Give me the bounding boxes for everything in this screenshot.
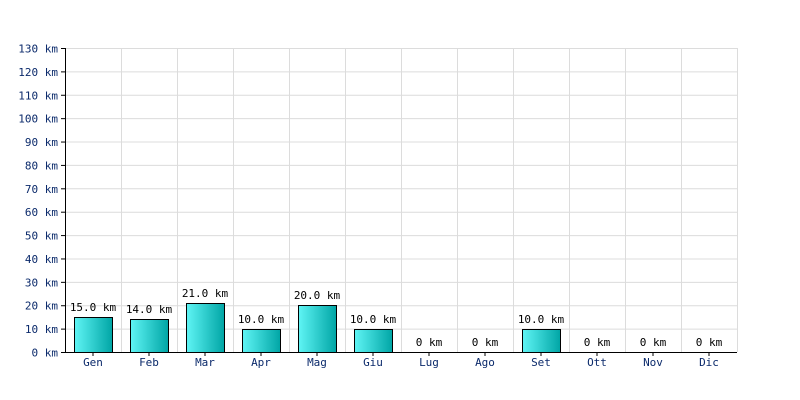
data-label-mag: 20.0 km	[294, 289, 341, 302]
y-tick-label: 30 km	[25, 276, 58, 289]
data-label-feb: 14.0 km	[126, 303, 173, 316]
y-tick-label: 50 km	[25, 230, 58, 243]
data-label-nov: 0 km	[640, 336, 667, 349]
data-label-ott: 0 km	[584, 336, 611, 349]
x-tick-label: Gen	[83, 356, 103, 369]
data-label-dic: 0 km	[696, 336, 723, 349]
bars	[74, 303, 561, 353]
y-tick-label: 90 km	[25, 136, 58, 149]
y-tick-label: 130 km	[18, 43, 58, 56]
data-label-set: 10.0 km	[518, 313, 565, 326]
y-tick-label: 70 km	[25, 183, 58, 196]
y-tick-label: 0 km	[32, 347, 59, 360]
bar-mag	[298, 305, 337, 353]
y-tick-label: 100 km	[18, 113, 58, 126]
x-tick-label: Mar	[195, 356, 215, 369]
bar-gen	[74, 317, 113, 353]
data-label-ago: 0 km	[472, 336, 499, 349]
y-tick-label: 40 km	[25, 253, 58, 266]
y-tick-label: 20 km	[25, 300, 58, 313]
x-tick-label: Nov	[643, 356, 663, 369]
x-tick-label: Mag	[307, 356, 327, 369]
x-tick-label: Dic	[699, 356, 719, 369]
axes	[61, 48, 737, 356]
y-tick-label: 80 km	[25, 159, 58, 172]
bar-apr	[242, 329, 281, 353]
x-tick-label: Giu	[363, 356, 383, 369]
bar-set	[522, 329, 561, 353]
y-tick-label: 10 km	[25, 323, 58, 336]
y-tick-label: 60 km	[25, 206, 58, 219]
x-tick-label: Ott	[587, 356, 607, 369]
bar-feb	[130, 319, 169, 353]
y-tick-label: 110 km	[18, 89, 58, 102]
data-label-mar: 21.0 km	[182, 287, 229, 300]
x-tick-label: Feb	[139, 356, 159, 369]
data-labels: 15.0 km 14.0 km 21.0 km 10.0 km 20.0 km 10.0 …	[70, 287, 723, 349]
data-label-giu: 10.0 km	[350, 313, 397, 326]
bar-mar	[186, 303, 225, 353]
bar-giu	[354, 329, 393, 353]
data-label-gen: 15.0 km	[70, 301, 117, 314]
x-tick-label: Lug	[419, 356, 439, 369]
x-tick-label: Set	[531, 356, 551, 369]
data-label-apr: 10.0 km	[238, 313, 285, 326]
x-tick-labels: Gen Feb Mar Apr Mag Giu Lug Ago Set Ott Nov Dic	[83, 356, 719, 369]
x-tick-label: Apr	[251, 356, 271, 369]
x-tick-label: Ago	[475, 356, 495, 369]
data-label-lug: 0 km	[416, 336, 443, 349]
grid-lines	[65, 48, 738, 353]
y-tick-labels: 0 km 10 km 20 km 30 km 40 km 50 km 60 km 70 km 8…	[18, 43, 58, 360]
y-tick-label: 120 km	[18, 66, 58, 79]
